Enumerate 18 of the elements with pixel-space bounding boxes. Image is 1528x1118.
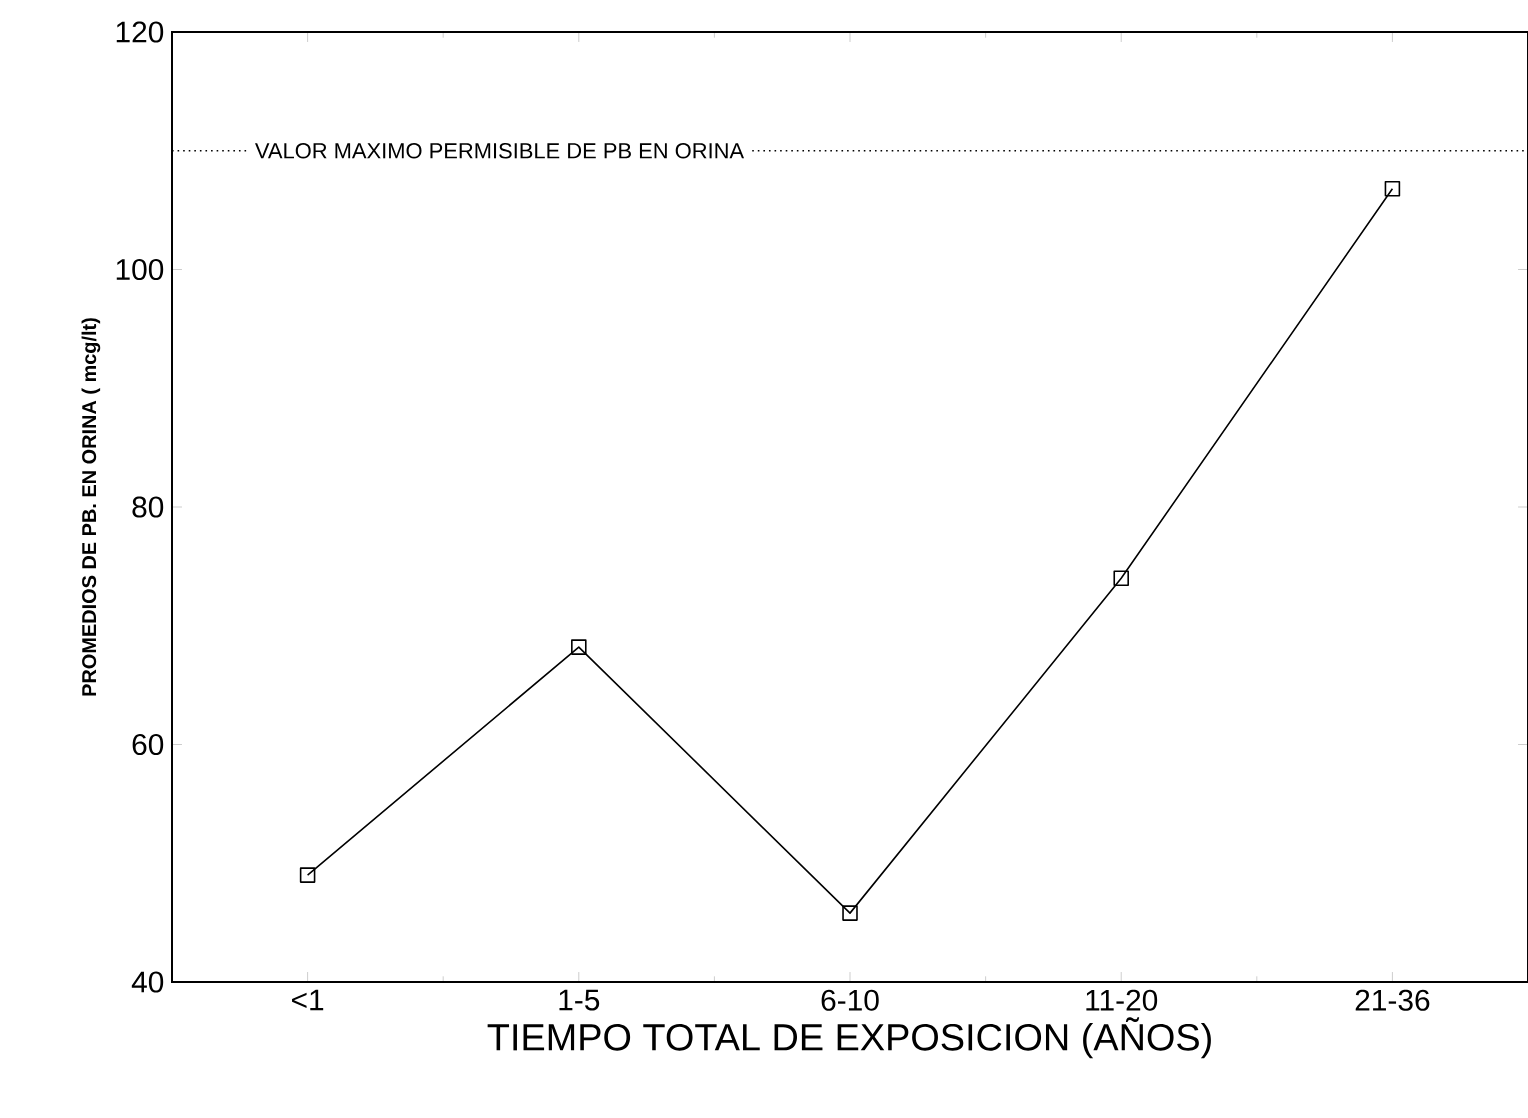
x-tick-label: 11-20 <box>1086 989 1158 1011</box>
x-tick-label: 21-36 <box>1355 989 1430 1011</box>
y-tick-label: 80 <box>132 496 164 518</box>
y-tick-label: 120 <box>116 21 164 43</box>
y-tick-label: 100 <box>116 258 164 281</box>
ref-line-label: VALOR MAXIMO PERMISIBLE DE PB EN ORINA <box>255 143 745 159</box>
x-tick-label: 6-10 <box>821 989 879 1011</box>
y-axis-title: PROMEDIOS DE PB. EN ORINA ( mcg/lt) <box>81 318 101 696</box>
y-tick-label: 40 <box>131 971 164 993</box>
x-tick-label: 1-5 <box>559 989 600 1011</box>
y-tick-label: 60 <box>132 733 164 756</box>
x-axis-title: TIEMPO TOTAL DE EXPOSICION (AÑOS) <box>487 1017 1211 1059</box>
point <box>1384 180 1401 197</box>
point <box>299 867 316 883</box>
point <box>842 905 858 921</box>
x-tick-label: <1 <box>292 989 324 1011</box>
point <box>571 639 587 655</box>
point <box>1113 570 1129 587</box>
